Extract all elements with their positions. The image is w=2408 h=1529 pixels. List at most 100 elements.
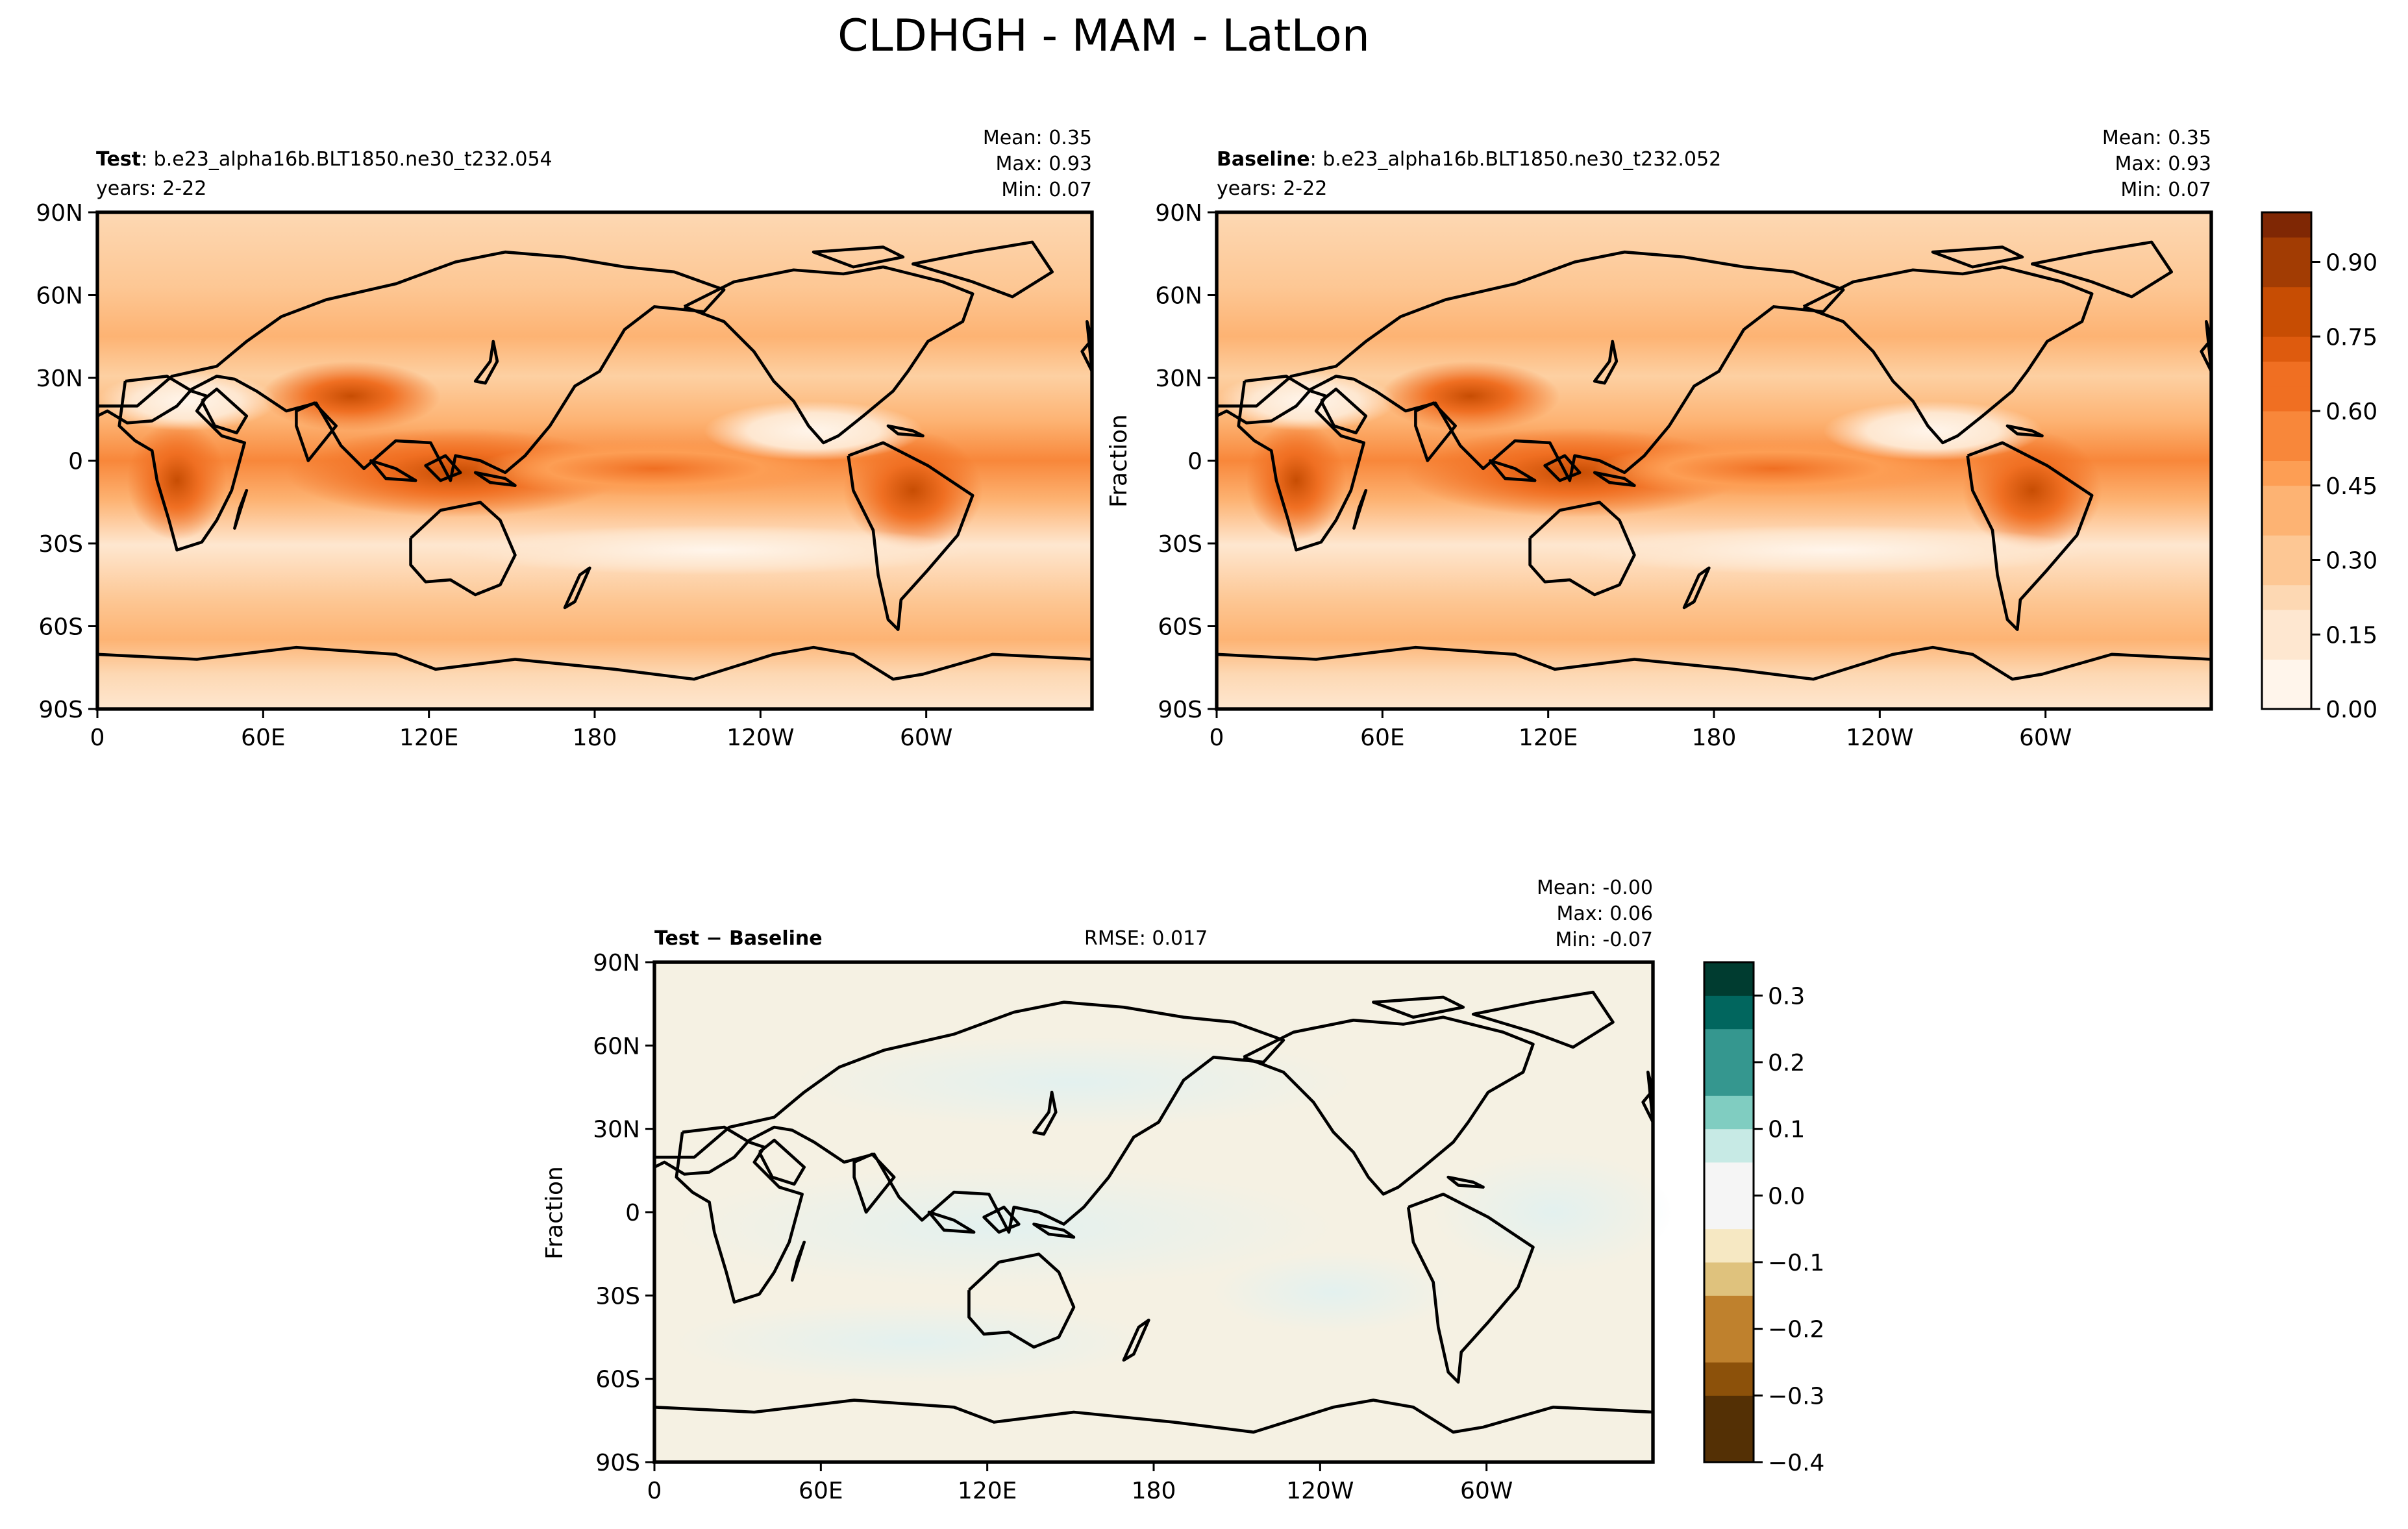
- test-xtick-label: 120W: [726, 725, 794, 751]
- difference-ytick-label: 30N: [593, 1117, 640, 1143]
- test-xtick-label: 0: [90, 725, 105, 751]
- difference-ytick-label: 0: [625, 1200, 640, 1226]
- diverging-colorbar-label: 0.2: [1768, 1050, 1805, 1076]
- baseline-years: years: 2-22: [1217, 177, 1327, 200]
- diverging-colorbar-label: −0.2: [1768, 1317, 1824, 1343]
- sequential-colorbar-bin: [2262, 560, 2311, 586]
- test-ytick-label: 0: [68, 449, 83, 475]
- baseline-max: Max: 0.93: [2115, 153, 2211, 175]
- test-xtick-label: 60W: [900, 725, 952, 751]
- baseline-hot-amazon: [1963, 430, 2102, 551]
- diverging-colorbar-label: −0.3: [1768, 1383, 1824, 1410]
- sequential-colorbar-label: 0.00: [2326, 697, 2377, 723]
- sequential-colorbar-bin: [2262, 659, 2311, 685]
- test-hot-africa: [127, 421, 227, 540]
- difference-max: Max: 0.06: [1557, 902, 1653, 925]
- baseline-xtick-label: 60W: [2019, 725, 2072, 751]
- diverging-colorbar-bin: [1704, 1062, 1754, 1096]
- diverging-colorbar-bin: [1704, 1295, 1754, 1330]
- diverging-colorbar-label: 0.0: [1768, 1183, 1805, 1210]
- difference-mean: Mean: -0.00: [1537, 876, 1653, 899]
- sequential-colorbar-bin: [2262, 510, 2311, 536]
- sequential-colorbar: 0.00 0.15 0.30 0.45 0.60 0.75 0.90: [2261, 211, 2377, 723]
- test-ytick-label: 60S: [38, 614, 83, 641]
- sequential-colorbar-bin: [2262, 411, 2311, 436]
- sequential-colorbar-label: 0.75: [2326, 324, 2377, 351]
- diverging-colorbar-bin: [1704, 995, 1754, 1030]
- test-pale-subtropics-south: [455, 525, 973, 575]
- baseline-xtick-label: 0: [1210, 725, 1224, 751]
- difference-axes: 0 60E 120E 180 120W 60W 90N 60N 30N 0 30S 60S 90S: [593, 950, 1513, 1504]
- sequential-colorbar-bin: [2262, 436, 2311, 461]
- sequential-colorbar-bin: [2262, 386, 2311, 412]
- sequential-colorbar-frame: [2261, 211, 2313, 710]
- diverging-colorbar-bin: [1704, 1195, 1754, 1230]
- test-max: Max: 0.93: [996, 153, 1092, 175]
- sequential-colorbar-bin: [2262, 286, 2311, 312]
- difference-cool-south: [674, 1302, 1154, 1382]
- difference-xtick-label: 120E: [958, 1478, 1017, 1504]
- sequential-colorbar-bin: [2262, 361, 2311, 387]
- difference-xtick-label: 0: [647, 1478, 662, 1504]
- difference-ytick-label: 60N: [593, 1033, 640, 1060]
- diverging-colorbar-label: 0.3: [1768, 983, 1805, 1010]
- diverging-colorbar-label: 0.1: [1768, 1117, 1805, 1143]
- diverging-colorbar: 0.3 0.2 0.1 0.0 −0.1 −0.2 −0.3 −0.4: [1703, 961, 1824, 1476]
- difference-xtick-label: 180: [1132, 1478, 1176, 1504]
- sequential-colorbar-label: 0.90: [2326, 250, 2377, 277]
- test-hot-tibet: [261, 361, 441, 431]
- test-years: years: 2-22: [96, 177, 206, 200]
- difference-cool-pacific: [1213, 1252, 1454, 1332]
- sequential-colorbar-bin: [2262, 535, 2311, 560]
- baseline-ylabel: Fraction: [1106, 414, 1132, 508]
- diverging-colorbar-bin: [1704, 1362, 1754, 1396]
- test-panel: Test: b.e23_alpha16b.BLT1850.ne30_t232.0…: [36, 127, 1094, 751]
- sequential-colorbar-bin: [2262, 485, 2311, 511]
- baseline-xtick-label: 60E: [1360, 725, 1405, 751]
- test-panel-label: Test: b.e23_alpha16b.BLT1850.ne30_t232.0…: [96, 148, 552, 171]
- baseline-mean: Mean: 0.35: [2102, 127, 2211, 149]
- difference-ytick-label: 30S: [595, 1283, 640, 1310]
- baseline-panel-label: Baseline: b.e23_alpha16b.BLT1850.ne30_t2…: [1217, 148, 1721, 171]
- baseline-ytick-label: 60S: [1158, 614, 1202, 641]
- difference-xtick-label: 120W: [1286, 1478, 1354, 1504]
- diverging-colorbar-bin: [1704, 1028, 1754, 1063]
- baseline-panel-bold-label: Baseline: [1217, 148, 1310, 171]
- test-ytick-label: 30S: [38, 531, 83, 558]
- sequential-colorbar-bin: [2262, 460, 2311, 486]
- diverging-colorbar-bin: [1704, 1262, 1754, 1296]
- baseline-pale-sahara: [1217, 371, 1396, 431]
- test-hot-amazon: [843, 430, 983, 551]
- diverging-colorbar-bin: [1704, 1128, 1754, 1163]
- diverging-colorbar-label: −0.4: [1768, 1450, 1824, 1476]
- sequential-colorbar-label: 0.45: [2326, 473, 2377, 500]
- difference-label: Test − Baseline: [654, 927, 823, 950]
- difference-ytick-label: 60S: [595, 1367, 640, 1393]
- sequential-colorbar-bin: [2262, 610, 2311, 635]
- test-case-name: : b.e23_alpha16b.BLT1850.ne30_t232.054: [141, 148, 552, 171]
- difference-xtick-label: 60E: [799, 1478, 843, 1504]
- baseline-hot-tibet: [1380, 361, 1560, 431]
- sequential-colorbar-bin: [2262, 336, 2311, 362]
- difference-cool-atlantic: [1433, 1152, 1673, 1273]
- sequential-colorbar-label: 0.30: [2326, 548, 2377, 575]
- diverging-colorbar-frame: [1703, 961, 1755, 1463]
- difference-min: Min: -0.07: [1556, 928, 1654, 951]
- difference-xtick-label: 60W: [1460, 1478, 1513, 1504]
- test-ytick-label: 60N: [36, 283, 83, 310]
- diverging-colorbar-bin: [1704, 1428, 1754, 1463]
- test-map: [95, 210, 1094, 711]
- figure-title: CLDHGH - MAM - LatLon: [838, 10, 1370, 62]
- difference-ytick-label: 90S: [595, 1450, 640, 1476]
- baseline-ytick-label: 30N: [1155, 366, 1202, 392]
- baseline-xtick-label: 180: [1692, 725, 1737, 751]
- baseline-axes: 0 60E 120E 180 120W 60W 90N 60N 30N 0 30S 60S 90S: [1155, 200, 2072, 751]
- test-min: Min: 0.07: [1001, 179, 1092, 201]
- baseline-hot-africa: [1246, 421, 1347, 540]
- baseline-case-name: : b.e23_alpha16b.BLT1850.ne30_t232.052: [1310, 148, 1722, 171]
- difference-cool-north: [794, 1037, 1354, 1128]
- test-xtick-label: 60E: [241, 725, 286, 751]
- difference-map: [652, 960, 1673, 1464]
- baseline-ytick-label: 30S: [1158, 531, 1202, 558]
